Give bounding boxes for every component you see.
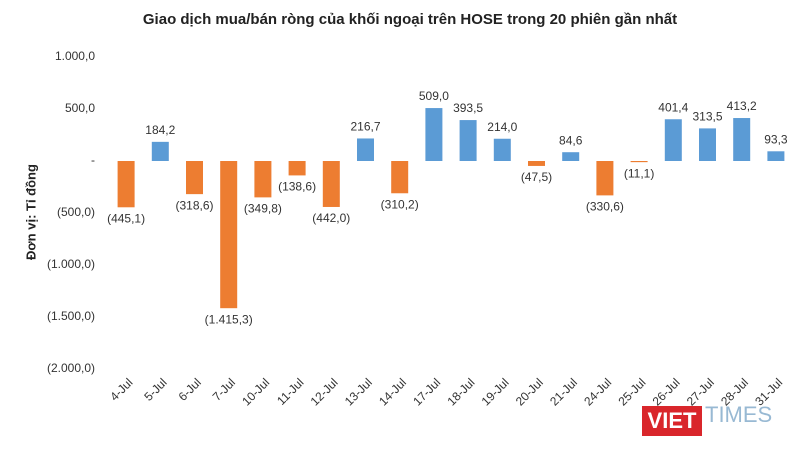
bar bbox=[528, 161, 545, 166]
bar bbox=[493, 138, 511, 161]
value-label: 313,5 bbox=[692, 110, 722, 124]
bar bbox=[288, 161, 306, 176]
bar bbox=[254, 161, 272, 198]
bar bbox=[391, 161, 409, 194]
y-tick-label: 500,0 bbox=[65, 101, 95, 115]
bar bbox=[630, 161, 648, 163]
bar bbox=[596, 161, 614, 196]
chart-title: Giao dịch mua/bán ròng của khối ngoại tr… bbox=[143, 11, 677, 28]
bar bbox=[357, 138, 374, 161]
bar bbox=[151, 141, 169, 161]
bar bbox=[664, 119, 682, 161]
value-label: 509,0 bbox=[419, 89, 449, 103]
value-label: 401,4 bbox=[658, 100, 688, 114]
value-label: (138,6) bbox=[278, 180, 316, 194]
bar bbox=[220, 161, 238, 309]
y-tick-label: - bbox=[91, 153, 95, 167]
y-tick-label: (1.500,0) bbox=[47, 309, 95, 323]
value-label: 413,2 bbox=[727, 99, 757, 113]
value-label: (349,8) bbox=[244, 202, 282, 216]
y-tick-label: (500,0) bbox=[57, 205, 95, 219]
y-tick-label: (1.000,0) bbox=[47, 257, 95, 271]
bar bbox=[425, 108, 443, 161]
watermark-box bbox=[642, 406, 702, 436]
value-label: (47,5) bbox=[521, 170, 552, 184]
value-label: (310,2) bbox=[381, 197, 419, 211]
bar bbox=[562, 152, 580, 161]
value-label: (442,0) bbox=[312, 211, 350, 225]
bar bbox=[699, 128, 716, 161]
value-label: (445,1) bbox=[107, 211, 145, 225]
value-label: (330,6) bbox=[586, 200, 624, 214]
watermark-left: VIET bbox=[648, 408, 697, 433]
bar bbox=[459, 120, 477, 161]
value-label: 184,2 bbox=[145, 123, 175, 137]
value-label: (1.415,3) bbox=[205, 312, 253, 326]
y-axis-label: Đơn vị: Tỉ đồng bbox=[23, 164, 38, 260]
y-tick-label: (2.000,0) bbox=[47, 361, 95, 375]
value-label: 216,7 bbox=[350, 120, 380, 134]
bar bbox=[767, 151, 785, 161]
watermark-right: TIMES bbox=[705, 402, 772, 427]
bar bbox=[186, 161, 203, 195]
bar bbox=[117, 161, 135, 208]
y-tick-label: 1.000,0 bbox=[55, 49, 95, 63]
bar bbox=[733, 118, 751, 161]
bar bbox=[322, 161, 340, 207]
value-label: 214,0 bbox=[487, 120, 517, 134]
value-label: 393,5 bbox=[453, 101, 483, 115]
value-label: 93,3 bbox=[764, 132, 788, 146]
value-label: (11,1) bbox=[624, 166, 654, 180]
value-label: (318,6) bbox=[175, 198, 213, 212]
value-label: 84,6 bbox=[559, 133, 583, 147]
